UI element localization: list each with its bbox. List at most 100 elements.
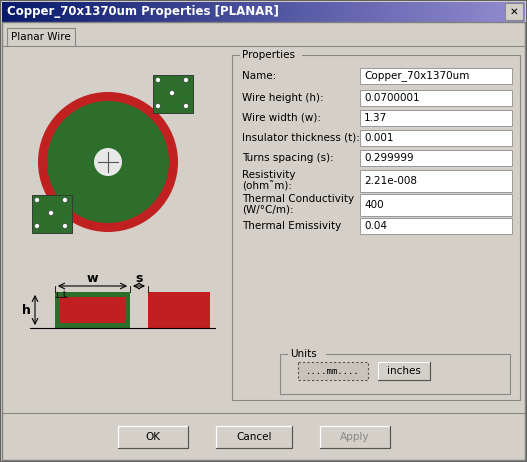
Bar [519,2,520,22]
Text: s: s [135,273,143,286]
Bar [252,2,253,22]
Bar [199,2,200,22]
Bar [342,2,343,22]
Bar [499,2,500,22]
Bar [380,2,381,22]
Bar [14,2,15,22]
Bar [360,90,512,106]
Bar [480,2,481,22]
Bar [335,2,336,22]
Bar [65,2,66,22]
Text: 0.04: 0.04 [364,221,387,231]
Bar [347,2,348,22]
Text: (W/°C/m):: (W/°C/m): [242,205,294,215]
Bar [21,2,22,22]
Bar [462,2,463,22]
Circle shape [170,91,174,96]
Bar [416,2,417,22]
Bar [332,2,333,22]
Bar [131,2,132,22]
Bar [430,2,431,22]
Bar [287,2,288,22]
Bar [204,2,205,22]
Bar [236,2,237,22]
Bar [183,2,184,22]
Circle shape [155,103,161,109]
Bar [189,2,190,22]
Bar [161,2,162,22]
Bar [447,2,448,22]
Bar [240,2,241,22]
Bar [137,2,138,22]
Bar [501,2,502,22]
Bar [336,2,337,22]
Bar [505,2,506,22]
Bar [69,2,70,22]
Bar [81,2,82,22]
Bar [306,2,307,22]
Circle shape [63,224,67,229]
Bar [261,2,262,22]
Bar [110,2,111,22]
Bar [23,2,24,22]
Bar [154,2,155,22]
Bar [388,2,389,22]
Bar [488,2,489,22]
Bar [409,2,410,22]
Bar [323,2,324,22]
Text: (ohm˜m):: (ohm˜m): [242,181,292,191]
Bar [262,2,263,22]
Bar [275,2,276,22]
Bar [24,2,25,22]
Bar [280,2,281,22]
Bar [157,2,158,22]
Bar [288,2,289,22]
Bar [408,2,409,22]
Text: OK: OK [145,432,161,442]
Bar [2,2,3,22]
Bar [224,2,225,22]
Circle shape [34,224,40,229]
Bar [145,2,146,22]
Bar [443,2,444,22]
Bar [392,2,393,22]
Bar [487,2,488,22]
Bar [407,2,408,22]
Bar [29,2,30,22]
Bar [141,2,142,22]
Bar [454,2,455,22]
Bar [118,426,188,448]
Bar [230,2,231,22]
Circle shape [77,131,139,193]
Bar [106,2,107,22]
Bar [360,194,512,216]
Bar [439,2,440,22]
Bar [251,2,252,22]
Bar [54,2,55,22]
Bar [125,2,126,22]
Bar [147,2,148,22]
Bar [42,2,43,22]
Bar [26,2,27,22]
Bar [239,2,240,22]
Bar [492,2,493,22]
Bar [471,2,472,22]
Bar [215,2,216,22]
Bar [432,2,433,22]
Bar [43,2,44,22]
Bar [232,55,520,400]
Bar [194,2,195,22]
Bar [60,2,61,22]
Bar [88,2,89,22]
Circle shape [34,197,40,202]
Bar [322,2,323,22]
Bar [365,2,366,22]
Bar [22,2,23,22]
Bar [175,2,176,22]
Bar [360,150,512,166]
Bar [36,2,37,22]
Bar [268,2,269,22]
Bar [51,2,52,22]
Text: h: h [22,304,31,316]
Bar [328,2,329,22]
